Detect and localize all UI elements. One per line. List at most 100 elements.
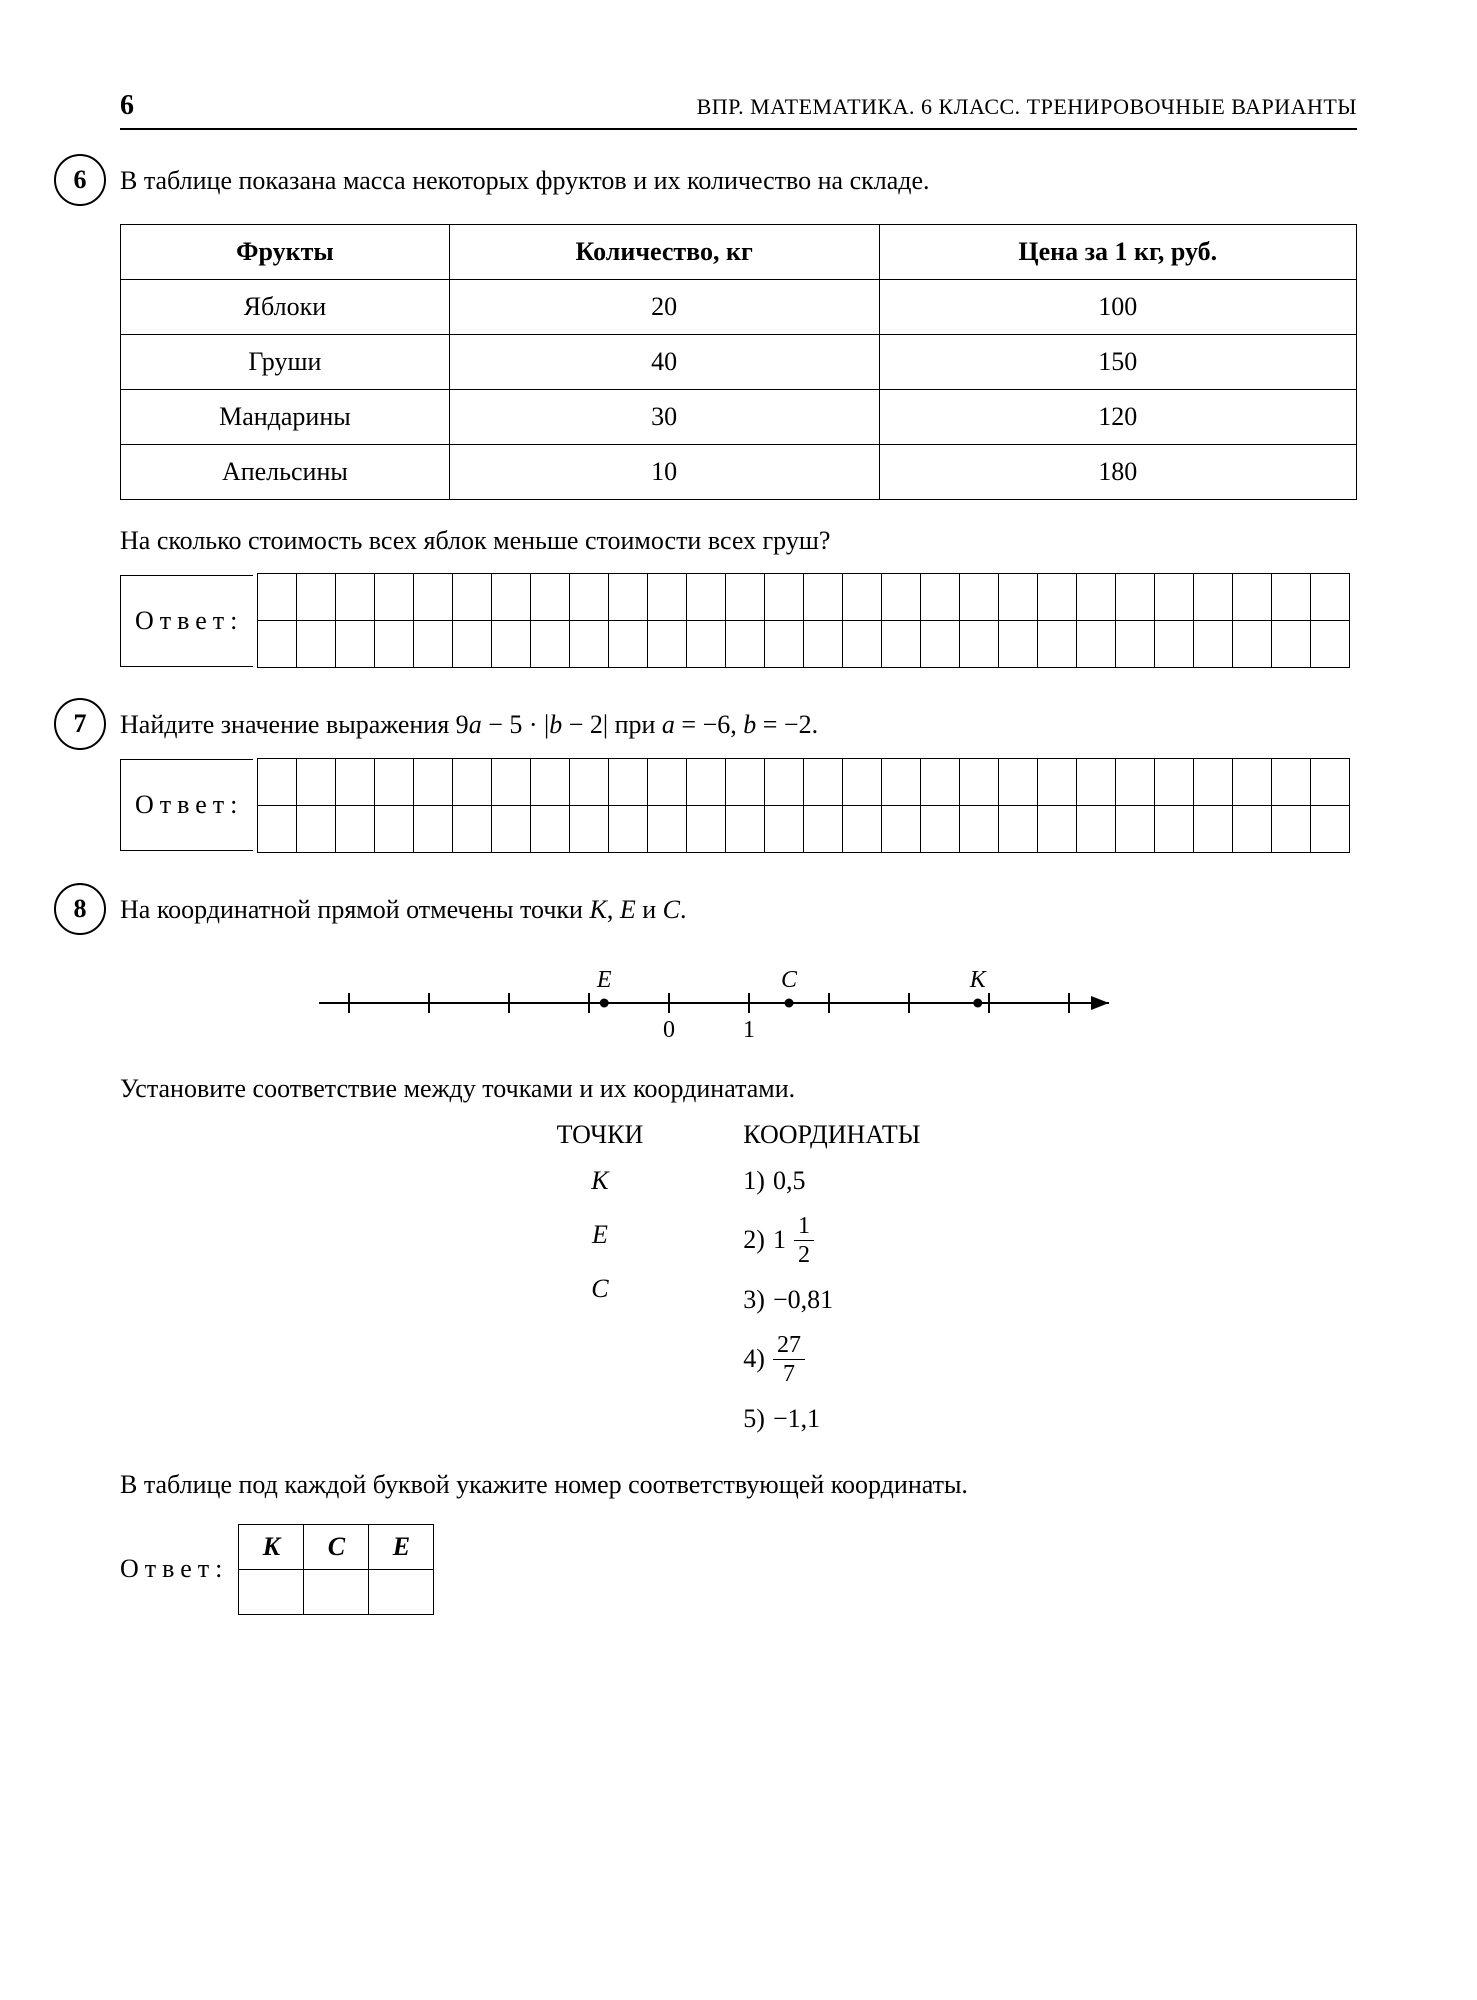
grid-cell[interactable] xyxy=(297,805,336,852)
grid-cell[interactable] xyxy=(336,805,375,852)
grid-cell[interactable] xyxy=(882,805,921,852)
grid-cell[interactable] xyxy=(1311,574,1350,621)
grid-cell[interactable] xyxy=(1155,758,1194,805)
grid-cell[interactable] xyxy=(687,574,726,621)
grid-cell[interactable] xyxy=(1311,758,1350,805)
grid-cell[interactable] xyxy=(960,758,999,805)
grid-cell[interactable] xyxy=(297,758,336,805)
grid-cell[interactable] xyxy=(843,574,882,621)
grid-cell[interactable] xyxy=(1233,621,1272,668)
grid-cell[interactable] xyxy=(765,621,804,668)
grid-cell[interactable] xyxy=(1038,758,1077,805)
grid-cell[interactable] xyxy=(1311,621,1350,668)
grid-cell[interactable] xyxy=(531,621,570,668)
grid-cell[interactable] xyxy=(336,758,375,805)
ans-cell[interactable] xyxy=(369,1569,434,1614)
grid-cell[interactable] xyxy=(1194,758,1233,805)
grid-cell[interactable] xyxy=(375,621,414,668)
grid-cell[interactable] xyxy=(258,805,297,852)
grid-cell[interactable] xyxy=(687,621,726,668)
grid-cell[interactable] xyxy=(609,574,648,621)
grid-cell[interactable] xyxy=(1194,574,1233,621)
grid-cell[interactable] xyxy=(492,805,531,852)
grid-cell[interactable] xyxy=(414,805,453,852)
grid-cell[interactable] xyxy=(1116,574,1155,621)
grid-cell[interactable] xyxy=(414,574,453,621)
grid-cell[interactable] xyxy=(765,805,804,852)
grid-cell[interactable] xyxy=(804,621,843,668)
grid-cell[interactable] xyxy=(1311,805,1350,852)
grid-cell[interactable] xyxy=(258,574,297,621)
grid-cell[interactable] xyxy=(1194,805,1233,852)
grid-cell[interactable] xyxy=(648,574,687,621)
grid-cell[interactable] xyxy=(258,758,297,805)
grid-cell[interactable] xyxy=(843,621,882,668)
grid-cell[interactable] xyxy=(1272,805,1311,852)
grid-cell[interactable] xyxy=(609,758,648,805)
grid-cell[interactable] xyxy=(765,758,804,805)
grid-cell[interactable] xyxy=(843,805,882,852)
grid-cell[interactable] xyxy=(1077,758,1116,805)
grid-cell[interactable] xyxy=(921,574,960,621)
grid-cell[interactable] xyxy=(999,805,1038,852)
grid-cell[interactable] xyxy=(648,758,687,805)
grid-cell[interactable] xyxy=(1272,758,1311,805)
grid-cell[interactable] xyxy=(1194,621,1233,668)
grid-cell[interactable] xyxy=(882,574,921,621)
grid-cell[interactable] xyxy=(999,574,1038,621)
grid-cell[interactable] xyxy=(414,621,453,668)
grid-cell[interactable] xyxy=(1155,574,1194,621)
grid-cell[interactable] xyxy=(960,574,999,621)
grid-cell[interactable] xyxy=(492,574,531,621)
grid-cell[interactable] xyxy=(258,621,297,668)
grid-cell[interactable] xyxy=(882,621,921,668)
grid-cell[interactable] xyxy=(726,805,765,852)
answer-small-table[interactable]: K C E xyxy=(238,1524,434,1615)
grid-cell[interactable] xyxy=(570,574,609,621)
grid-cell[interactable] xyxy=(336,574,375,621)
grid-cell[interactable] xyxy=(1155,621,1194,668)
grid-cell[interactable] xyxy=(609,621,648,668)
grid-cell[interactable] xyxy=(375,758,414,805)
grid-cell[interactable] xyxy=(375,805,414,852)
grid-cell[interactable] xyxy=(1038,805,1077,852)
grid-cell[interactable] xyxy=(297,574,336,621)
grid-cell[interactable] xyxy=(687,758,726,805)
grid-cell[interactable] xyxy=(1038,621,1077,668)
grid-cell[interactable] xyxy=(453,805,492,852)
grid-cell[interactable] xyxy=(1233,574,1272,621)
grid-cell[interactable] xyxy=(609,805,648,852)
grid-cell[interactable] xyxy=(726,758,765,805)
grid-cell[interactable] xyxy=(531,574,570,621)
grid-cell[interactable] xyxy=(453,621,492,668)
grid-cell[interactable] xyxy=(570,805,609,852)
grid-cell[interactable] xyxy=(1077,574,1116,621)
grid-cell[interactable] xyxy=(414,758,453,805)
grid-cell[interactable] xyxy=(375,574,414,621)
grid-cell[interactable] xyxy=(570,621,609,668)
grid-cell[interactable] xyxy=(960,805,999,852)
grid-cell[interactable] xyxy=(804,574,843,621)
grid-cell[interactable] xyxy=(843,758,882,805)
grid-cell[interactable] xyxy=(1116,758,1155,805)
grid-cell[interactable] xyxy=(1077,805,1116,852)
grid-cell[interactable] xyxy=(804,758,843,805)
grid-cell[interactable] xyxy=(492,621,531,668)
grid-cell[interactable] xyxy=(336,621,375,668)
grid-cell[interactable] xyxy=(1272,574,1311,621)
grid-cell[interactable] xyxy=(648,805,687,852)
grid-cell[interactable] xyxy=(297,621,336,668)
grid-cell[interactable] xyxy=(1038,574,1077,621)
grid-cell[interactable] xyxy=(921,805,960,852)
grid-cell[interactable] xyxy=(999,758,1038,805)
grid-cell[interactable] xyxy=(531,805,570,852)
grid-cell[interactable] xyxy=(804,805,843,852)
grid-cell[interactable] xyxy=(531,758,570,805)
grid-cell[interactable] xyxy=(765,574,804,621)
grid-cell[interactable] xyxy=(492,758,531,805)
grid-cell[interactable] xyxy=(960,621,999,668)
ans-cell[interactable] xyxy=(239,1569,304,1614)
grid-cell[interactable] xyxy=(726,621,765,668)
grid-cell[interactable] xyxy=(570,758,609,805)
ans-cell[interactable] xyxy=(304,1569,369,1614)
